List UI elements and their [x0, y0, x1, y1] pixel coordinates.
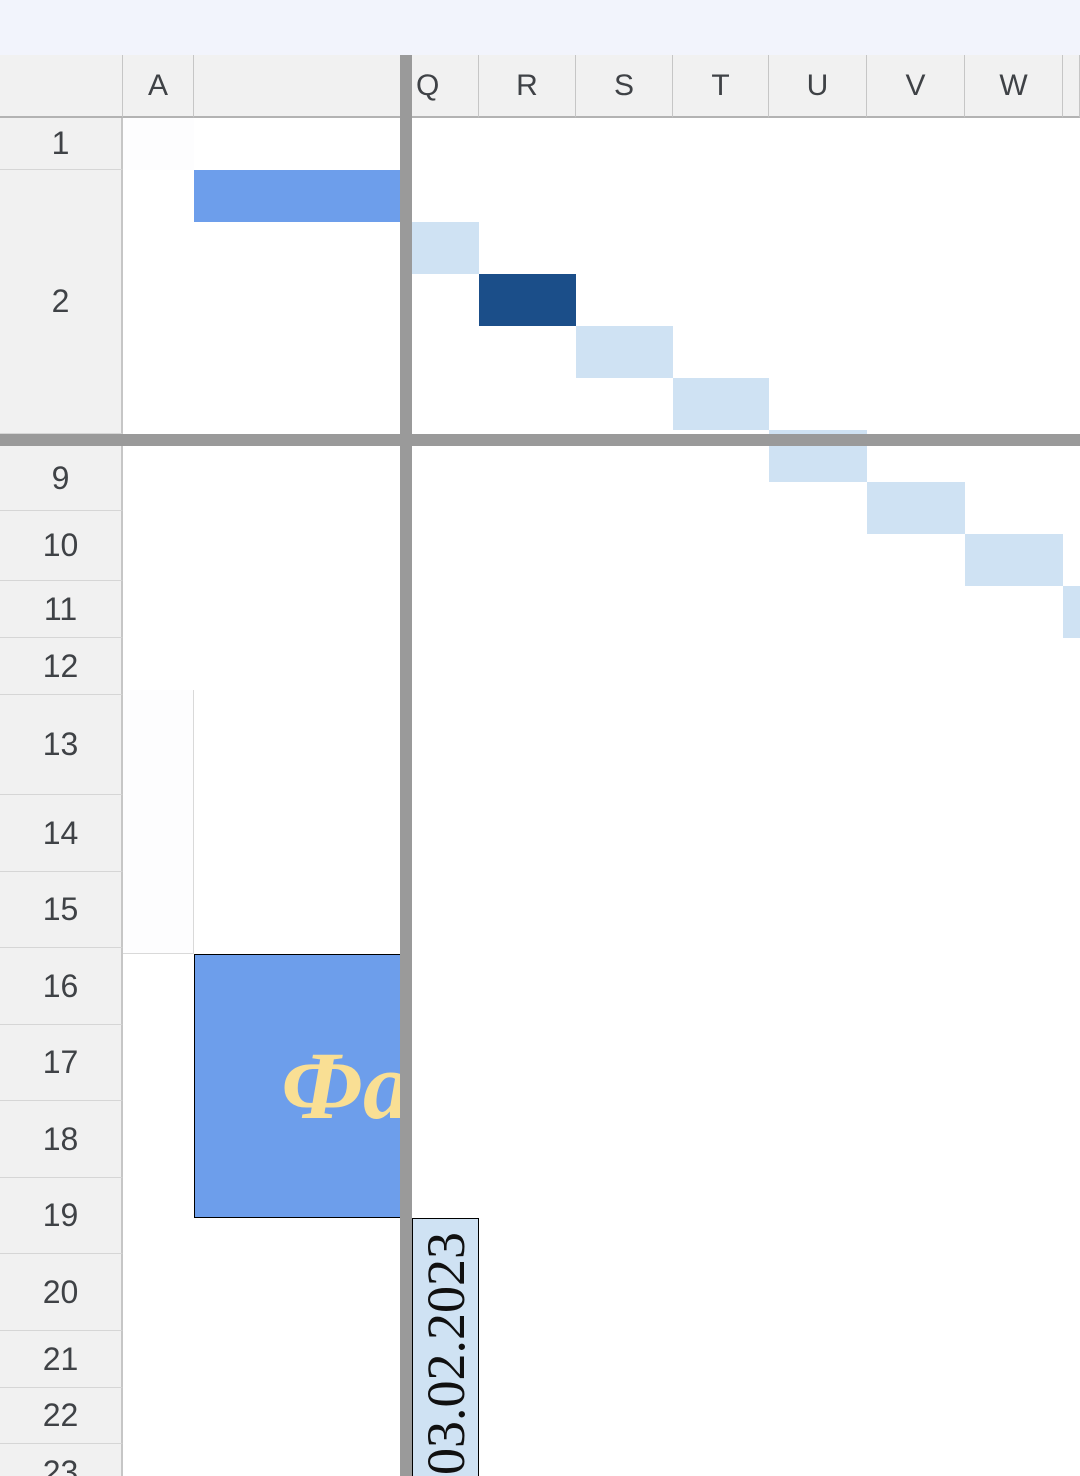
- cell-R1[interactable]: [479, 274, 576, 326]
- cell-T1[interactable]: [673, 378, 769, 430]
- row-header-11[interactable]: 11: [0, 581, 123, 638]
- column-header-W[interactable]: W: [965, 55, 1063, 118]
- row-header-12[interactable]: 12: [0, 638, 123, 695]
- app-top-strip: [0, 0, 1080, 55]
- row-header-22[interactable]: 22: [0, 1388, 123, 1444]
- row-header-13[interactable]: 13: [0, 695, 123, 795]
- cell-A2[interactable]: [123, 690, 194, 954]
- row-number: 20: [42, 1273, 79, 1310]
- row-header-18[interactable]: 18: [0, 1101, 123, 1178]
- row-header-10[interactable]: 10: [0, 511, 123, 581]
- sheet-title-cell[interactable]: Фа: [194, 954, 412, 1218]
- row-header-23[interactable]: 23: [0, 1444, 123, 1476]
- row-header-14[interactable]: 14: [0, 795, 123, 872]
- row-header-15[interactable]: 15: [0, 872, 123, 948]
- row-number: 21: [42, 1340, 79, 1377]
- row-number: 17: [42, 1044, 79, 1080]
- column-header-Q[interactable]: Q: [412, 55, 479, 118]
- row-header-9[interactable]: 9: [0, 446, 123, 511]
- column-header-label: T: [711, 68, 730, 102]
- date-label: 03.02.2023: [415, 1232, 476, 1475]
- column-header-label: W: [999, 68, 1028, 102]
- date-cell-Q[interactable]: 03.02.2023: [412, 1218, 479, 1476]
- row-number: 23: [42, 1453, 79, 1476]
- column-header-S[interactable]: S: [576, 55, 673, 118]
- row-header-1[interactable]: 1: [0, 118, 123, 170]
- column-header-hidden[interactable]: [194, 55, 412, 118]
- corner-cell[interactable]: [0, 55, 123, 118]
- row-number: 9: [51, 459, 70, 496]
- cell-V1[interactable]: [867, 482, 965, 534]
- cell-X1[interactable]: [1063, 586, 1080, 638]
- row-header-16[interactable]: 16: [0, 948, 123, 1025]
- frozen-row-divider[interactable]: [0, 434, 1080, 446]
- row-header-21[interactable]: 21: [0, 1331, 123, 1388]
- row-number: 11: [43, 590, 78, 627]
- column-header-V[interactable]: V: [867, 55, 965, 118]
- column-header-label: Q: [416, 68, 440, 102]
- column-header-U[interactable]: U: [769, 55, 867, 118]
- column-header-label: S: [613, 68, 634, 102]
- column-header-R[interactable]: R: [479, 55, 576, 118]
- column-header-label: U: [806, 68, 829, 102]
- row-number: 1: [51, 125, 70, 161]
- row-number: 14: [42, 814, 79, 851]
- row-number: 10: [42, 527, 79, 563]
- row-header-19[interactable]: 19: [0, 1178, 123, 1254]
- column-header-label: A: [147, 68, 168, 102]
- column-header-T[interactable]: T: [673, 55, 769, 118]
- column-header-A[interactable]: A: [123, 55, 194, 118]
- row-number: 15: [42, 891, 79, 927]
- row-header-2[interactable]: 2: [0, 170, 123, 434]
- row-header-17[interactable]: 17: [0, 1025, 123, 1101]
- column-header-label: V: [905, 68, 926, 102]
- sheet-title-text: Фа: [281, 1032, 411, 1139]
- cell-W1[interactable]: [965, 534, 1063, 586]
- row-number: 2: [51, 283, 70, 319]
- cell-Q1[interactable]: [412, 222, 479, 274]
- column-header-sliver[interactable]: [1063, 55, 1080, 118]
- row-number: 16: [42, 967, 79, 1004]
- cell-A1[interactable]: [123, 118, 194, 170]
- row-number: 22: [42, 1397, 79, 1433]
- cell-title-top[interactable]: [194, 170, 412, 222]
- cell-S1[interactable]: [576, 326, 673, 378]
- row-header-20[interactable]: 20: [0, 1254, 123, 1331]
- frozen-col-divider[interactable]: [400, 55, 412, 1476]
- row-number: 13: [42, 726, 79, 762]
- column-header-label: R: [516, 68, 538, 102]
- row-number: 18: [42, 1120, 79, 1157]
- row-number: 12: [42, 647, 79, 684]
- row-number: 19: [42, 1197, 79, 1233]
